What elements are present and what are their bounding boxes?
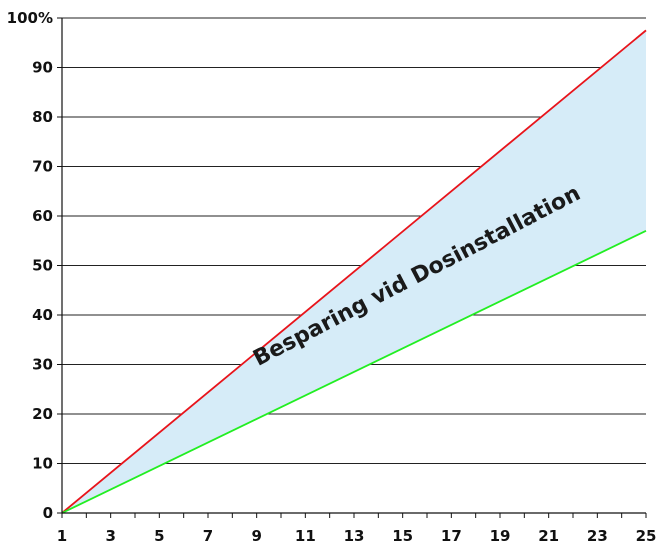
series-line-2 [61,230,647,514]
x-tick-label: 13 [344,527,365,545]
x-tick-label: 21 [538,527,559,545]
series-line-1 [61,29,647,514]
y-tick-label: 50 [32,257,53,275]
x-tick-label: 7 [203,527,213,545]
y-tick-label: 20 [32,405,53,423]
x-tick-label: 23 [587,527,608,545]
x-tick-label: 15 [392,527,413,545]
gridlines [62,17,646,464]
y-tick-label: 30 [32,356,53,374]
x-tick-label: 9 [251,527,261,545]
x-tick-label: 19 [490,527,511,545]
y-tick-label: 100% [7,9,53,27]
y-tick-label: 80 [32,108,53,126]
axes [57,17,647,518]
x-tick-label: 1 [57,527,67,545]
x-tick-label: 11 [295,527,316,545]
y-tick-label: 60 [32,207,53,225]
y-tick-label: 10 [32,455,53,473]
y-tick-label: 70 [32,158,53,176]
x-tick-label: 5 [154,527,164,545]
y-tick-label: 0 [43,504,53,522]
series-lines [61,29,647,514]
y-tick-label: 40 [32,306,53,324]
x-tick-label: 17 [441,527,462,545]
y-tick-labels: 0 10 20 30 40 50 60 70 80 90 100% [7,9,53,522]
x-tick-label: 25 [636,527,657,545]
y-tick-label: 90 [32,59,53,77]
x-tick-label: 3 [105,527,115,545]
x-tick-labels: 1 3 5 7 9 11 13 15 17 19 21 23 25 [57,527,657,545]
